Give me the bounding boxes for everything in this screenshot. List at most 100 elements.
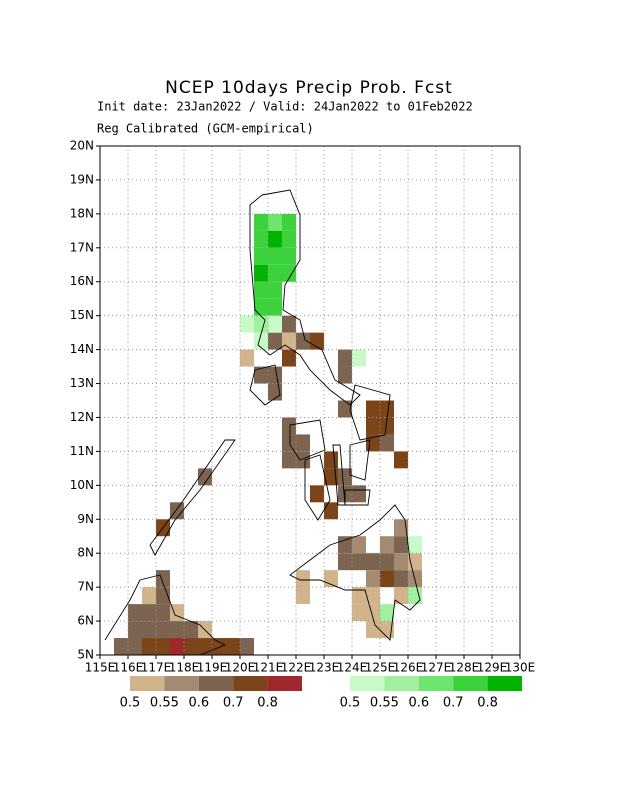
dry-cell [324,468,338,486]
wet-cell [254,332,268,350]
dry-cell [282,315,296,333]
y-tick-label: 12N [70,410,94,424]
dry-cell [394,536,408,554]
dry-cell [338,366,352,384]
dry-cell [170,502,184,520]
legend-label: 0.7 [443,696,464,711]
dry-cell [142,587,156,605]
coastline [289,419,326,461]
x-tick-label: 119E [197,661,228,675]
legend-label: 0.8 [257,696,278,711]
dry-cell [352,587,366,605]
coastline [304,454,331,521]
legend-swatch [487,676,522,691]
dry-cell [128,621,142,639]
dry-cell [366,587,380,605]
wet-cell [408,536,422,554]
dry-cell [170,638,184,655]
wet-cell [268,281,282,299]
wet-cell [282,264,296,282]
dry-cell [282,434,296,452]
subtitle: Reg Calibrated (GCM-empirical) [97,122,314,136]
wet-cell [254,230,268,248]
y-tick-label: 10N [70,478,94,492]
wet-cell [268,264,282,282]
legend-swatch [418,676,454,691]
dry-cell [296,332,310,350]
x-tick-label: 115E [85,661,116,675]
dry-cell [338,553,352,571]
legend-label: 0.6 [408,696,429,711]
y-tick-label: 6N [77,614,94,628]
dry-cell [380,570,394,588]
dry-cell [156,638,170,655]
y-tick-label: 7N [77,580,94,594]
legend-swatch [384,676,419,691]
dry-cell [268,332,282,350]
dry-cell [352,536,366,554]
x-tick-label: 130E [505,661,536,675]
y-tick-label: 18N [70,206,94,220]
cell-layer [114,213,422,655]
legend-swatch [453,676,488,691]
dry-cell [380,400,394,418]
coastline [100,574,227,656]
legend-label: 0.5 [120,696,141,711]
dry-cell [394,587,408,605]
coastline [344,489,371,506]
dry-cell [240,349,254,367]
dry-cell [394,519,408,537]
x-tick-label: 123E [309,661,340,675]
wet-cell [254,315,268,333]
coastline [249,189,361,406]
dry-cell [184,638,198,655]
dry-cell [338,536,352,554]
dry-cell [128,638,142,655]
x-tick-label: 129E [477,661,508,675]
x-tick-label: 118E [169,661,200,675]
y-tick-label: 11N [70,444,94,458]
y-tick-label: 14N [70,342,94,356]
y-tick-label: 19N [70,172,94,186]
dry-cell [338,468,352,486]
dry-cell [366,621,380,639]
x-tick-label: 116E [113,661,144,675]
wet-cell [268,213,282,231]
dry-cell [142,621,156,639]
y-tick-label: 20N [70,139,94,153]
coastline [289,504,421,641]
dry-cell [338,349,352,367]
y-tick-label: 16N [70,274,94,288]
dry-cell [324,451,338,469]
dry-cell [282,451,296,469]
x-tick-label: 126E [393,661,424,675]
wet-cell [240,315,254,333]
subtitle: Init date: 23Jan2022 / Valid: 24Jan2022 … [97,100,473,114]
dry-cell [128,604,142,622]
dry-cell [156,621,170,639]
wet-cell [268,247,282,265]
wet-cell [268,230,282,248]
legend-label: 0.7 [223,696,244,711]
dry-cell [394,451,408,469]
dry-cell [380,434,394,452]
y-tick-label: 9N [77,512,94,526]
dry-cell [226,638,240,655]
x-tick-label: 120E [225,661,256,675]
map-frame [99,145,521,656]
legend-swatch [130,676,165,691]
dry-cell [310,485,324,503]
dry-cell [296,434,310,452]
legend-label: 0.55 [150,696,179,711]
dry-cell [352,604,366,622]
wet-cell [282,247,296,265]
dry-cell [394,570,408,588]
dry-cell [366,553,380,571]
wet-cell [254,281,268,299]
legend-swatch [198,676,234,691]
dry-cell [380,536,394,554]
dry-cell [282,349,296,367]
wet-cell [254,247,268,265]
y-tick-label: 5N [77,648,94,662]
dry-cell [114,638,128,655]
